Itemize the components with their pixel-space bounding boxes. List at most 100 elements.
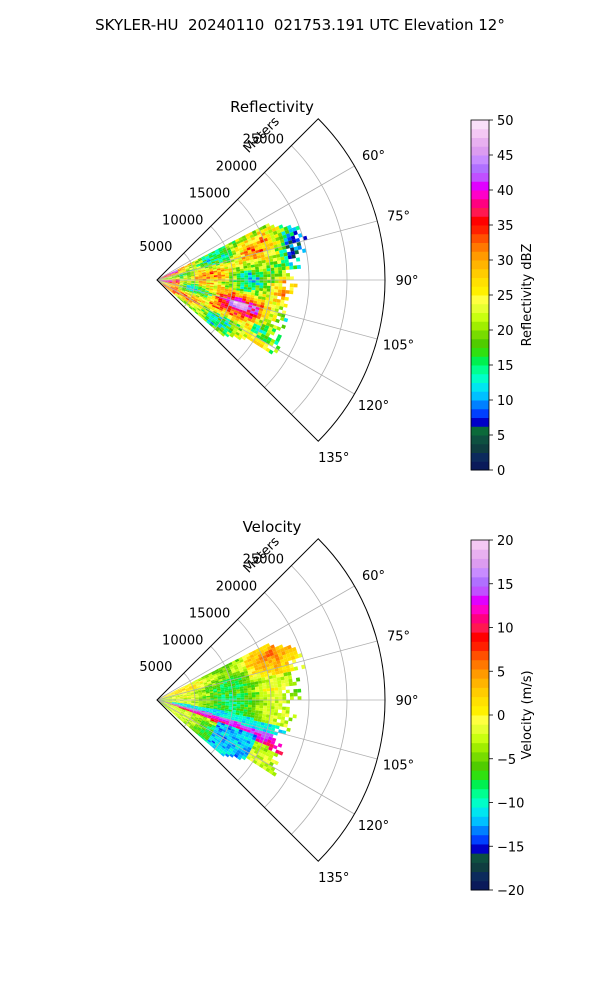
data-cell bbox=[273, 684, 278, 688]
data-cell bbox=[272, 744, 278, 750]
data-cell bbox=[243, 270, 248, 274]
data-cell bbox=[259, 705, 264, 709]
data-cell bbox=[194, 273, 199, 275]
colorbar-tick-label: −20 bbox=[497, 884, 524, 899]
data-cell bbox=[209, 709, 213, 712]
data-cell bbox=[160, 279, 165, 280]
data-cell bbox=[209, 676, 214, 680]
data-cell bbox=[257, 260, 263, 264]
data-cell bbox=[168, 282, 172, 284]
colorbar-swatch bbox=[471, 678, 489, 688]
data-cell bbox=[187, 280, 192, 282]
data-cell bbox=[178, 271, 183, 274]
data-cell bbox=[206, 705, 210, 707]
data-cell bbox=[239, 710, 244, 714]
data-cell bbox=[185, 269, 190, 272]
data-cell bbox=[205, 255, 210, 259]
data-cell bbox=[277, 289, 282, 294]
data-cell bbox=[278, 700, 283, 704]
data-cell bbox=[187, 694, 191, 696]
data-cell bbox=[254, 247, 259, 251]
data-cell bbox=[194, 298, 199, 301]
data-cell bbox=[181, 686, 185, 690]
data-cell bbox=[203, 738, 208, 742]
data-cell bbox=[208, 318, 213, 322]
data-cell bbox=[169, 288, 173, 291]
data-cell bbox=[177, 268, 182, 271]
data-cell bbox=[226, 260, 231, 264]
data-cell bbox=[271, 276, 275, 280]
data-cell bbox=[236, 271, 241, 274]
data-cell bbox=[192, 711, 197, 714]
data-cell bbox=[243, 289, 248, 292]
data-cell bbox=[250, 328, 256, 333]
data-cell bbox=[228, 671, 233, 675]
data-cell bbox=[225, 676, 230, 680]
data-cell bbox=[246, 309, 251, 313]
data-cell bbox=[196, 263, 200, 266]
data-cell bbox=[192, 301, 196, 305]
data-cell bbox=[185, 298, 189, 302]
data-cell bbox=[194, 285, 199, 288]
data-cell bbox=[167, 693, 171, 696]
data-cell bbox=[187, 302, 191, 306]
data-cell bbox=[229, 246, 235, 250]
data-cell bbox=[224, 268, 229, 272]
data-cell bbox=[232, 286, 237, 289]
data-cell bbox=[179, 274, 184, 276]
data-cell bbox=[183, 694, 187, 696]
data-cell bbox=[188, 292, 193, 295]
data-cell bbox=[269, 232, 275, 237]
data-cell bbox=[212, 673, 217, 677]
data-cell bbox=[231, 736, 236, 740]
data-cell bbox=[194, 731, 199, 735]
data-cell bbox=[252, 661, 258, 666]
data-cell bbox=[195, 302, 200, 306]
data-cell bbox=[232, 724, 237, 728]
data-cell bbox=[235, 751, 240, 756]
data-cell bbox=[189, 725, 194, 729]
data-cell bbox=[178, 286, 183, 289]
data-cell bbox=[232, 287, 237, 291]
data-cell bbox=[272, 721, 277, 726]
colorbar-tick-label: 30 bbox=[497, 254, 514, 269]
data-cell bbox=[203, 680, 208, 684]
data-cell bbox=[228, 268, 233, 271]
data-cell bbox=[234, 716, 239, 720]
data-cell bbox=[182, 689, 186, 692]
data-cell bbox=[189, 709, 194, 712]
data-cell bbox=[177, 688, 182, 691]
data-cell bbox=[183, 301, 187, 305]
data-cell bbox=[171, 704, 176, 707]
data-cell bbox=[160, 701, 164, 704]
data-cell bbox=[213, 704, 218, 707]
data-cell bbox=[219, 262, 224, 265]
data-cell bbox=[255, 318, 260, 323]
data-cell bbox=[168, 280, 173, 282]
data-cell bbox=[221, 283, 226, 286]
data-cell bbox=[209, 288, 214, 291]
colorbar-swatch bbox=[471, 155, 489, 165]
data-cell bbox=[235, 712, 240, 716]
data-cell bbox=[199, 262, 204, 265]
data-cell bbox=[239, 266, 244, 270]
data-cell bbox=[167, 703, 172, 705]
data-cell bbox=[226, 331, 231, 336]
data-cell bbox=[278, 703, 283, 707]
data-cell bbox=[208, 266, 213, 269]
data-cell bbox=[216, 672, 221, 676]
data-cell bbox=[222, 330, 227, 335]
data-cell bbox=[213, 708, 218, 712]
data-cell bbox=[198, 706, 202, 709]
data-cell bbox=[285, 710, 290, 714]
data-cell bbox=[192, 293, 196, 296]
data-cell bbox=[252, 280, 256, 283]
data-cell bbox=[239, 751, 245, 756]
data-cell bbox=[265, 742, 271, 747]
data-cell bbox=[236, 693, 241, 696]
data-cell bbox=[285, 713, 290, 718]
data-cell bbox=[232, 284, 237, 287]
data-cell bbox=[240, 695, 245, 698]
data-cell bbox=[237, 245, 243, 249]
data-cell bbox=[213, 720, 218, 724]
